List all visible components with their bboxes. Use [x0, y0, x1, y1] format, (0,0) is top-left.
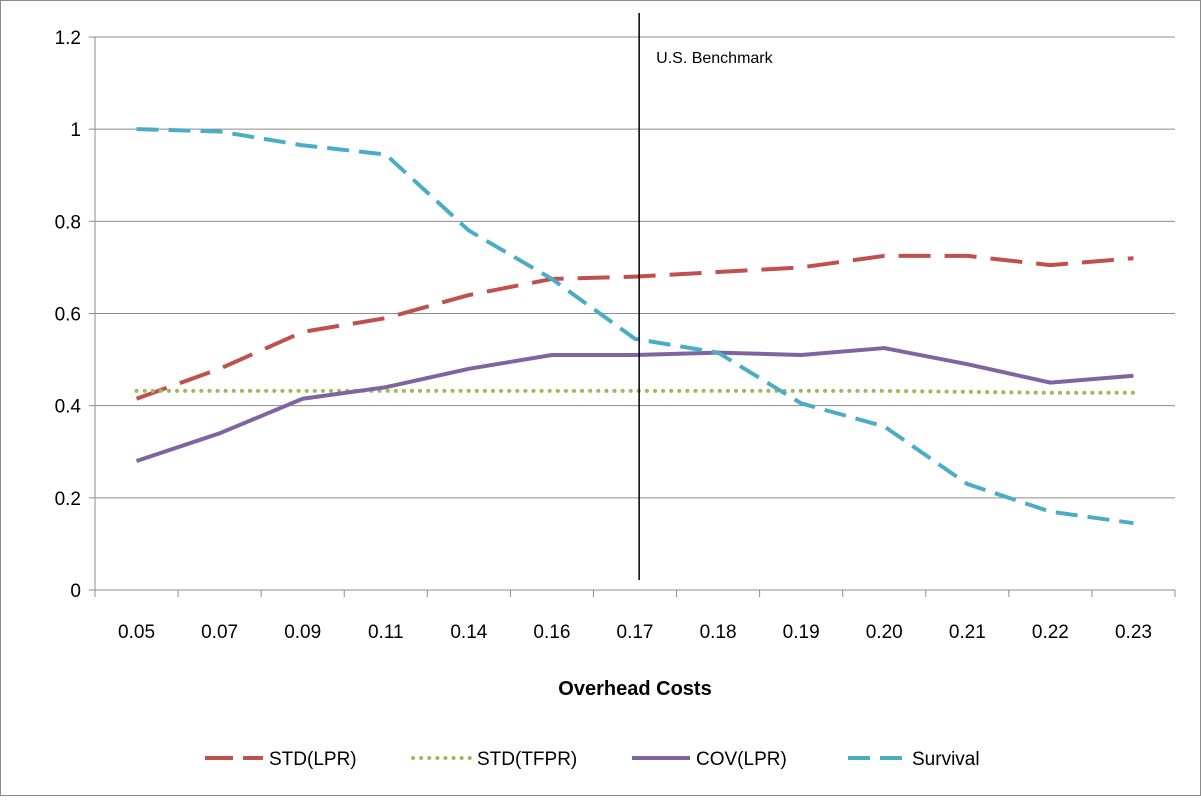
x-tick-label: 0.23: [1115, 622, 1152, 643]
benchmark-label: U.S. Benchmark: [656, 50, 773, 67]
y-tick-label: 0.8: [55, 212, 81, 233]
x-tick-label: 0.05: [118, 622, 155, 643]
legend-label: STD(LPR): [269, 749, 357, 770]
legend: STD(LPR) STD(TFPR) COV(LPR) Survival: [205, 749, 980, 770]
x-tick-label: 0.17: [617, 622, 654, 643]
y-tick-label: 0.2: [55, 489, 81, 510]
gridlines: [95, 36, 1175, 499]
x-tick-label: 0.21: [949, 622, 986, 643]
x-tick-label: 0.14: [450, 622, 487, 643]
y-tick-label: 0.4: [55, 397, 82, 418]
series-line-survival: [136, 127, 1134, 526]
x-axis-title: Overhead Costs: [558, 678, 711, 700]
x-tick-label: 0.07: [201, 622, 238, 643]
axes: 0 0.2 0.4 0.6 0.8 1 1.2 0.05 0.07 0.09 0.11 0.14 0.1…: [55, 28, 1176, 643]
x-tick-label: 0.16: [533, 622, 570, 643]
y-tick-label: 0: [70, 581, 81, 602]
x-tick-label: 0.22: [1032, 622, 1069, 643]
legend-label: COV(LPR): [696, 749, 787, 770]
x-tick-label: 0.09: [284, 622, 321, 643]
benchmark-annotation: U.S. Benchmark: [638, 13, 774, 580]
series-line-std-lpr: [135, 253, 1134, 401]
series-lines: [134, 127, 1136, 526]
y-tick-label: 0.6: [55, 305, 81, 326]
x-tick-label: 0.20: [866, 622, 903, 643]
y-tick-label: 1.2: [55, 28, 81, 49]
series-line-cov-lpr: [135, 346, 1134, 463]
y-tick-label: 1: [70, 120, 81, 141]
x-tick-label: 0.18: [700, 622, 737, 643]
x-tick-label: 0.19: [783, 622, 820, 643]
legend-label: Survival: [912, 749, 980, 770]
legend-label: STD(TFPR): [477, 749, 577, 770]
x-tick-label: 0.11: [368, 622, 404, 643]
